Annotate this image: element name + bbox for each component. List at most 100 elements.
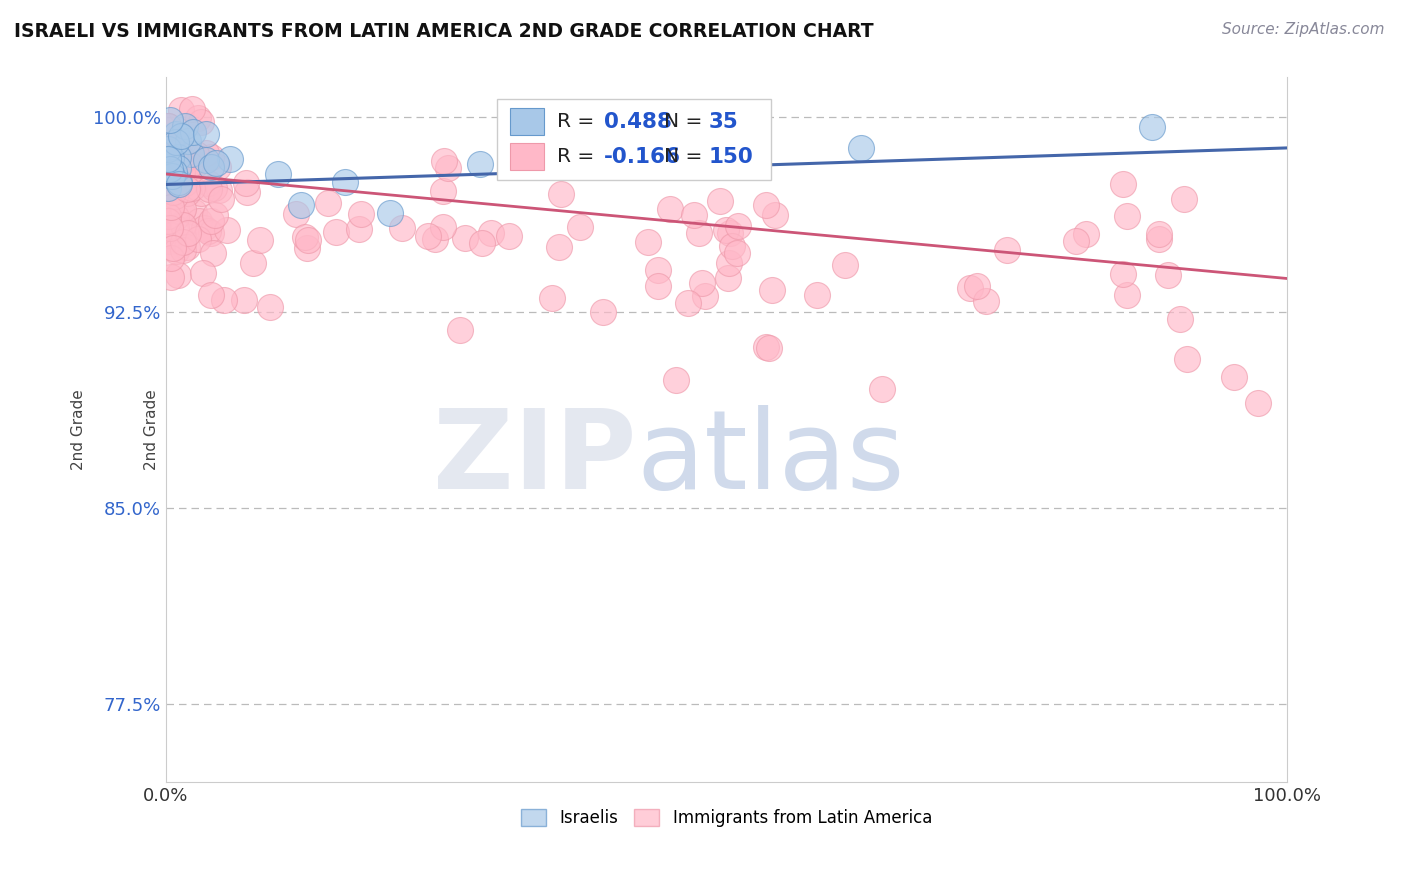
Point bbox=[1115, 287, 1137, 301]
Point bbox=[166, 177, 188, 191]
Point bbox=[200, 161, 222, 175]
Point bbox=[297, 233, 319, 247]
Point bbox=[195, 128, 218, 142]
Point bbox=[432, 184, 454, 198]
Point bbox=[202, 180, 225, 194]
Point bbox=[162, 173, 184, 187]
Point bbox=[195, 153, 218, 167]
Point bbox=[200, 226, 222, 240]
Point bbox=[665, 373, 688, 387]
Point bbox=[290, 198, 312, 212]
Point bbox=[1112, 177, 1135, 191]
Point bbox=[294, 229, 316, 244]
Point bbox=[163, 145, 186, 160]
Text: N =: N = bbox=[664, 147, 702, 166]
Point bbox=[267, 167, 290, 181]
Point bbox=[207, 160, 229, 174]
Point bbox=[180, 103, 202, 117]
Point bbox=[157, 160, 180, 174]
Point bbox=[170, 156, 193, 170]
Point bbox=[568, 219, 591, 234]
Point bbox=[176, 134, 198, 148]
Point bbox=[169, 177, 191, 191]
Point bbox=[186, 157, 208, 171]
Point bbox=[995, 244, 1018, 258]
Point bbox=[727, 219, 749, 234]
Point bbox=[592, 305, 614, 319]
Point bbox=[659, 202, 682, 217]
Point bbox=[191, 267, 214, 281]
Point bbox=[763, 208, 786, 222]
Point bbox=[449, 323, 471, 337]
Point bbox=[547, 136, 569, 150]
Point bbox=[637, 235, 659, 249]
Bar bbox=[510, 143, 544, 169]
Point bbox=[647, 278, 669, 293]
Point bbox=[233, 293, 256, 307]
Point bbox=[162, 186, 184, 200]
Point bbox=[676, 296, 699, 310]
Point bbox=[170, 205, 193, 219]
Point bbox=[165, 220, 187, 235]
Point bbox=[1157, 268, 1180, 282]
Point bbox=[159, 112, 181, 127]
Point bbox=[157, 119, 180, 133]
Point bbox=[718, 226, 741, 240]
Text: -0.166: -0.166 bbox=[605, 146, 682, 167]
Point bbox=[159, 251, 181, 265]
Point bbox=[1112, 268, 1135, 282]
Point bbox=[717, 271, 740, 285]
Point bbox=[423, 232, 446, 246]
Point bbox=[176, 173, 198, 187]
Point bbox=[173, 169, 195, 183]
Point bbox=[236, 186, 259, 200]
Point bbox=[454, 231, 477, 245]
Point bbox=[167, 136, 190, 150]
Point bbox=[157, 120, 180, 134]
Point bbox=[217, 223, 239, 237]
Point bbox=[159, 227, 181, 242]
Text: 150: 150 bbox=[709, 146, 754, 167]
Point bbox=[165, 135, 187, 149]
Point bbox=[683, 208, 706, 222]
Point bbox=[870, 382, 893, 396]
Point bbox=[165, 210, 187, 224]
Text: 35: 35 bbox=[709, 112, 738, 132]
Point bbox=[180, 146, 202, 161]
Point bbox=[200, 214, 222, 228]
Point bbox=[259, 300, 281, 314]
Point bbox=[350, 207, 373, 221]
Point bbox=[468, 156, 491, 170]
Point bbox=[157, 214, 180, 228]
Point bbox=[162, 241, 184, 255]
Point bbox=[540, 291, 562, 305]
Point bbox=[806, 288, 828, 302]
Point bbox=[172, 244, 194, 258]
Point bbox=[380, 206, 402, 220]
Point bbox=[1147, 232, 1170, 246]
Point bbox=[187, 112, 209, 126]
Point bbox=[160, 269, 183, 284]
Point bbox=[209, 193, 232, 207]
Point bbox=[170, 129, 193, 144]
Point bbox=[1173, 192, 1195, 206]
Point bbox=[166, 150, 188, 164]
Point bbox=[498, 229, 520, 244]
Point bbox=[167, 175, 190, 189]
Point bbox=[1115, 209, 1137, 223]
Point bbox=[160, 151, 183, 165]
Point bbox=[159, 161, 181, 176]
Text: R =: R = bbox=[557, 112, 595, 131]
Point bbox=[201, 246, 224, 260]
Point bbox=[325, 225, 347, 239]
Point bbox=[176, 240, 198, 254]
Point bbox=[433, 154, 456, 169]
Point bbox=[1246, 396, 1268, 410]
Point bbox=[834, 258, 856, 272]
Point bbox=[219, 152, 242, 166]
Point bbox=[165, 189, 187, 203]
Point bbox=[166, 268, 188, 282]
Point bbox=[157, 150, 180, 164]
Point bbox=[249, 233, 271, 247]
Point bbox=[163, 165, 186, 179]
